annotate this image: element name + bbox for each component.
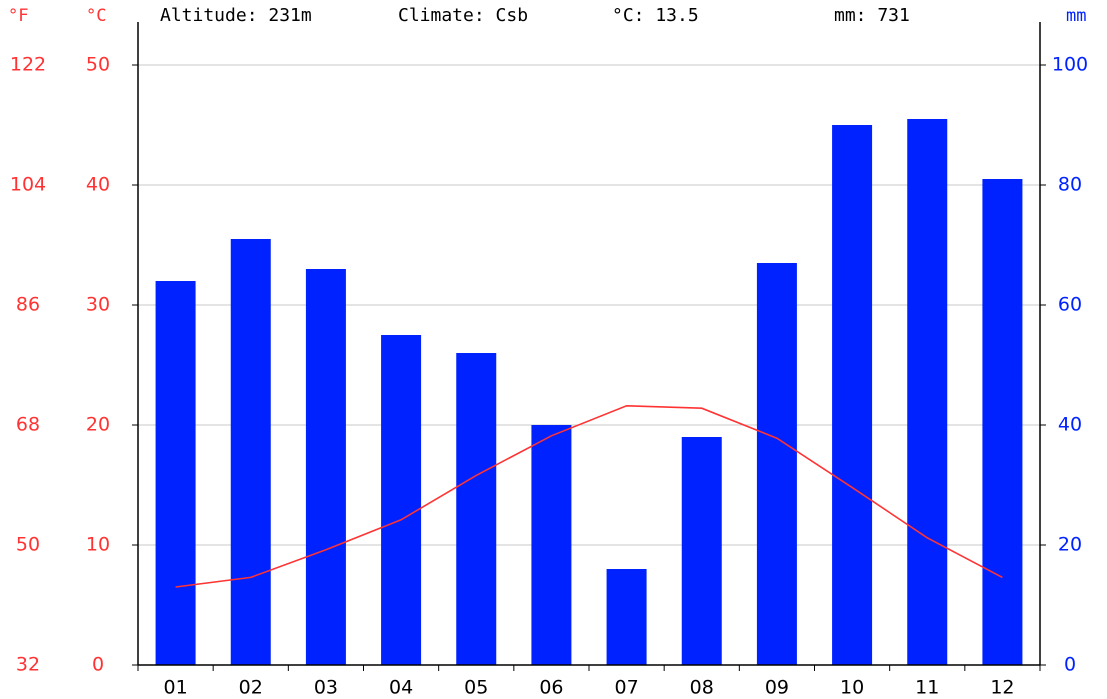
fahrenheit-tick-label: 86	[16, 294, 40, 316]
y-tick-label: 20	[86, 414, 110, 436]
fahrenheit-tick-label: 122	[10, 54, 46, 76]
fahrenheit-unit: °F	[8, 6, 28, 26]
x-tick-label: 03	[314, 677, 338, 699]
x-tick-label: 09	[765, 677, 789, 699]
climate: Climate: Csb	[398, 5, 528, 26]
y2-tick-label: 20	[1058, 534, 1082, 556]
y-tick-label: 0	[92, 654, 104, 676]
bar	[456, 353, 497, 665]
fahrenheit-tick-label: 50	[16, 534, 40, 556]
fahrenheit-tick-label: 32	[16, 654, 40, 676]
mean-temperature: °C: 13.5	[612, 5, 699, 26]
bar	[832, 125, 873, 665]
x-tick-label: 01	[163, 677, 187, 699]
bar	[230, 239, 271, 665]
total-precipitation: mm: 731	[834, 5, 910, 26]
y-tick-label: 40	[86, 174, 110, 196]
temperature-line	[175, 404, 1003, 588]
bar	[155, 281, 196, 665]
y2-tick-label: 80	[1058, 174, 1082, 196]
x-tick-label: 12	[990, 677, 1014, 699]
x-tick-label: 11	[915, 677, 939, 699]
x-tick-label: 07	[614, 677, 638, 699]
bar	[381, 335, 422, 665]
x-tick-label: 06	[539, 677, 563, 699]
bar	[606, 569, 647, 665]
celsius-unit: °C	[86, 6, 106, 26]
fahrenheit-tick-label: 104	[10, 174, 46, 196]
y2-tick-label: 0	[1064, 654, 1076, 676]
fahrenheit-tick-label: 68	[16, 414, 40, 436]
bar	[907, 119, 948, 665]
precipitation-unit: mm	[1066, 6, 1086, 26]
altitude: Altitude: 231m	[160, 5, 312, 26]
y-tick-label: 50	[86, 54, 110, 76]
x-tick-label: 02	[239, 677, 263, 699]
y-tick-label: 10	[86, 534, 110, 556]
x-tick-label: 04	[389, 677, 413, 699]
y2-tick-label: 60	[1058, 294, 1082, 316]
x-tick-label: 08	[690, 677, 714, 699]
bar	[305, 269, 346, 665]
x-tick-label: 05	[464, 677, 488, 699]
y2-tick-label: 100	[1052, 54, 1088, 76]
bar	[681, 437, 722, 665]
bar	[756, 263, 797, 665]
bar	[531, 425, 572, 665]
x-tick-label: 10	[840, 677, 864, 699]
bar	[982, 179, 1023, 665]
y2-tick-label: 40	[1058, 414, 1082, 436]
y-tick-label: 30	[86, 294, 110, 316]
